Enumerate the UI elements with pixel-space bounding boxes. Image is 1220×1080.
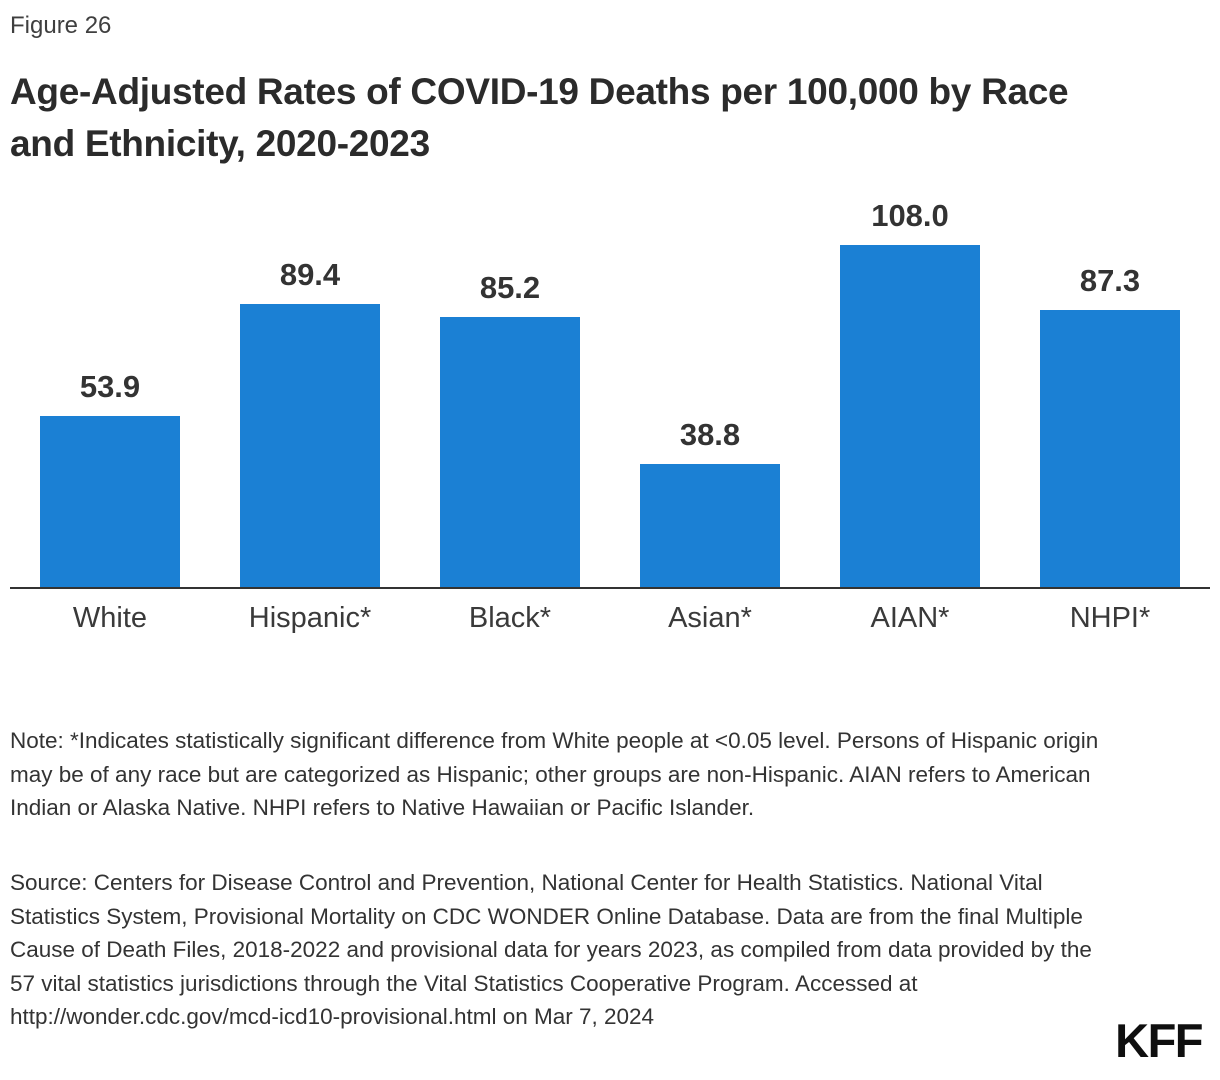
bar-value-label: 38.8: [679, 417, 741, 452]
x-axis-label-hispanic: Hispanic*: [248, 602, 372, 634]
bar-white: [40, 416, 180, 587]
bar-hispanic: [240, 304, 380, 587]
bar-chart-plot-area: 53.9 89.4 85.2 38.8 108.0 87.3: [10, 194, 1210, 589]
x-axis-label-asian: Asian*: [668, 602, 752, 634]
x-axis-label-white: White: [72, 602, 148, 634]
figure-number-label: Figure 26: [10, 12, 112, 39]
source-text: Source: Centers for Disease Control and …: [10, 870, 1092, 1029]
x-axis-label-aian: AIAN*: [870, 602, 950, 634]
x-axis-label-nhpi: NHPI*: [1069, 602, 1151, 634]
chart-title-line-1: Age-Adjusted Rates of COVID-19 Deaths pe…: [10, 71, 1069, 112]
bar-value-label: 87.3: [1079, 263, 1141, 298]
bar-value-label: 89.4: [279, 257, 341, 292]
x-axis-labels: White Hispanic* Black* Asian* AIAN* NHPI*: [10, 602, 1210, 642]
chart-title: Age-Adjusted Rates of COVID-19 Deaths pe…: [10, 66, 1210, 170]
bar-aian: [840, 245, 980, 587]
x-axis-label-black: Black*: [468, 602, 552, 634]
bar-value-label: 108.0: [871, 198, 949, 233]
chart-title-line-2: and Ethnicity, 2020-2023: [10, 123, 430, 164]
bar-value-label: 53.9: [79, 369, 141, 404]
bar-value-label: 85.2: [479, 270, 541, 305]
bar-nhpi: [1040, 310, 1180, 587]
bar-asian: [640, 464, 780, 587]
bar-black: [440, 317, 580, 587]
note-text: Note: *Indicates statistically significa…: [10, 728, 1099, 820]
kff-logo: KFF: [1115, 1014, 1203, 1067]
